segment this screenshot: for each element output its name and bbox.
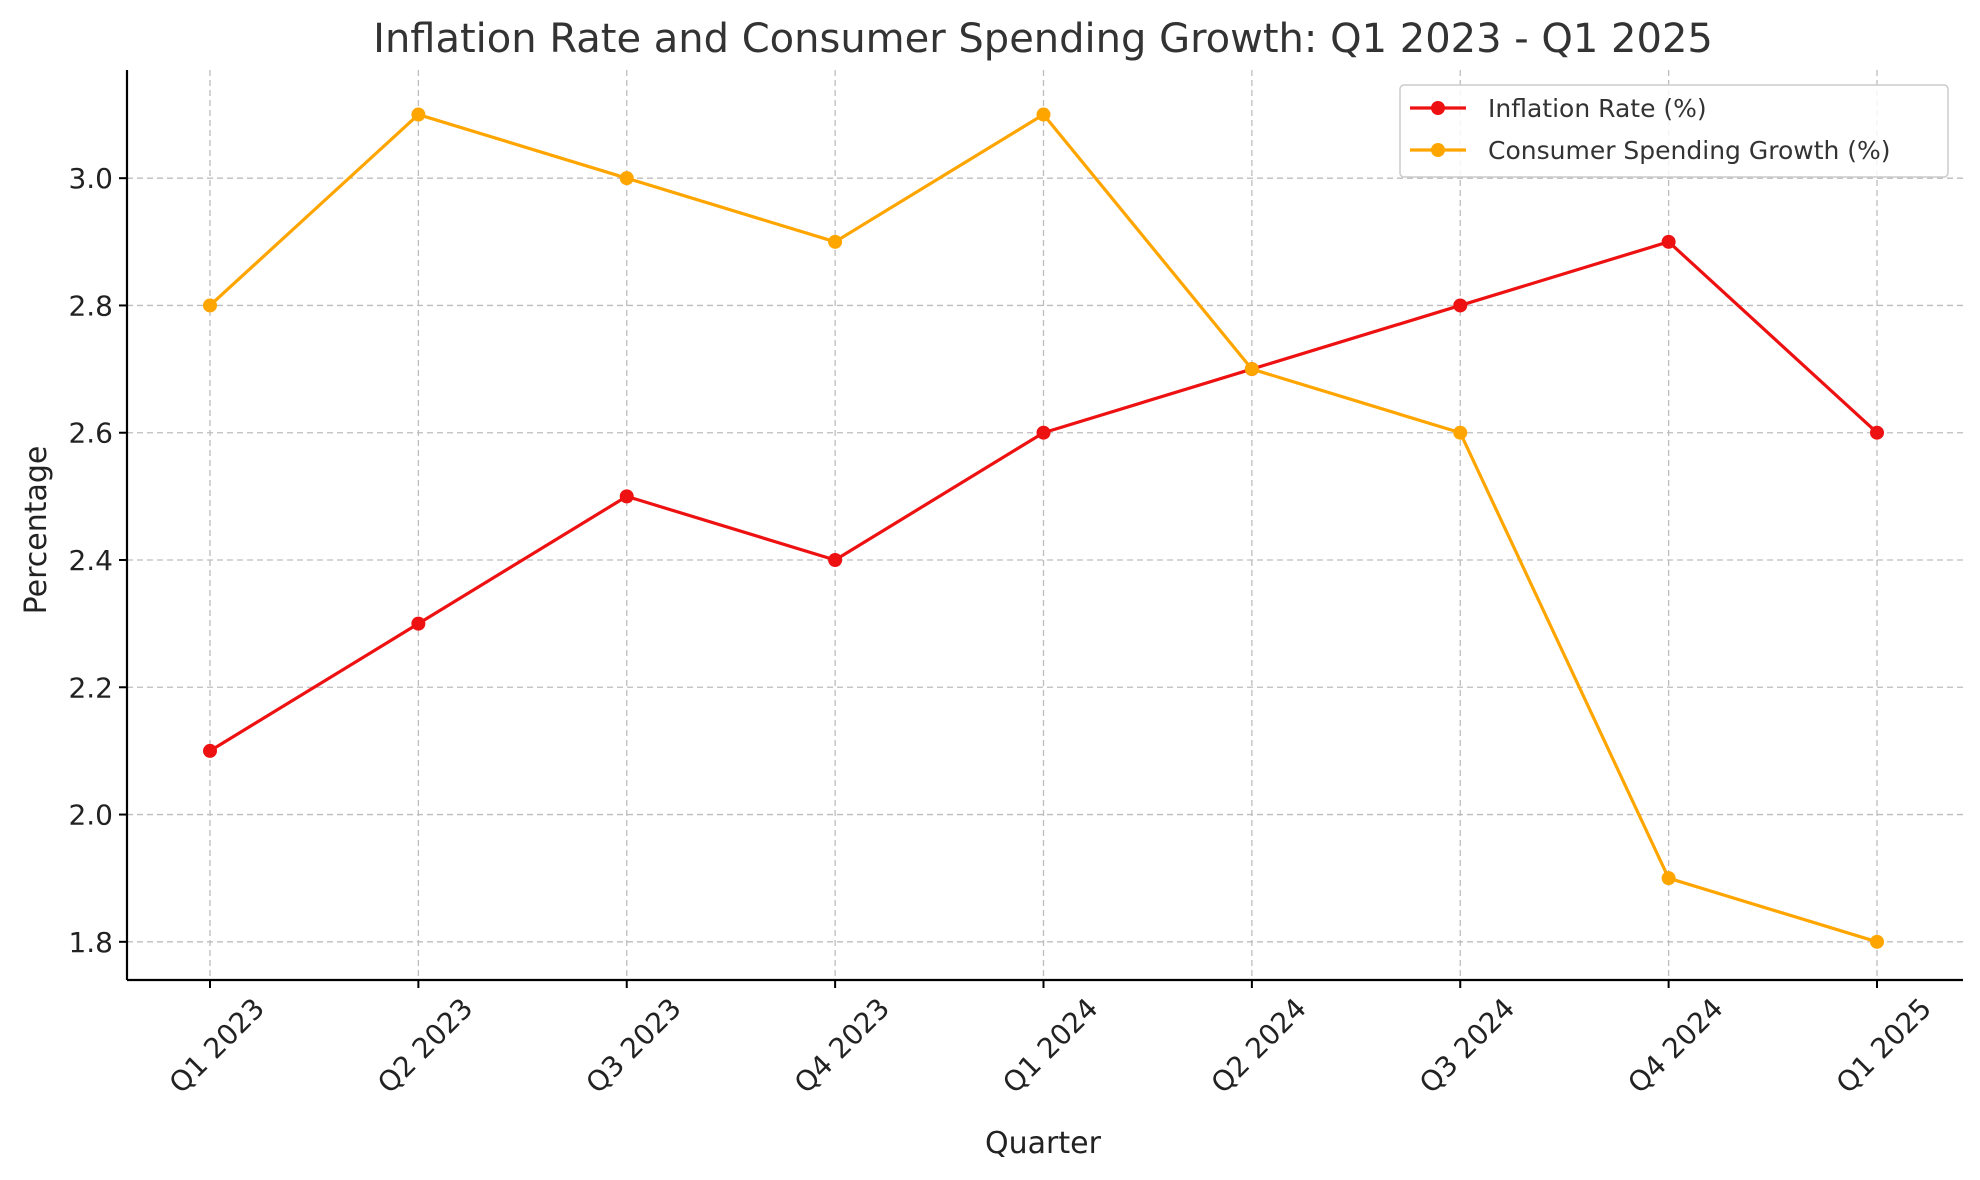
data-point bbox=[1244, 362, 1259, 377]
data-point bbox=[619, 489, 634, 504]
data-point bbox=[1870, 934, 1884, 949]
y-tick-label: 2.8 bbox=[68, 289, 113, 322]
data-point bbox=[1870, 425, 1884, 440]
y-tick-label: 1.8 bbox=[68, 926, 113, 959]
x-axis-label: Quarter bbox=[985, 1126, 1102, 1161]
data-point bbox=[1661, 871, 1676, 886]
data-point bbox=[203, 298, 217, 313]
x-tick-label: Q1 2025 bbox=[1830, 992, 1938, 1100]
legend-label: Inflation Rate (%) bbox=[1488, 94, 1707, 123]
y-tick-label: 2.2 bbox=[68, 671, 113, 704]
x-tick-label: Q2 2023 bbox=[371, 992, 479, 1100]
x-tick-label: Q3 2023 bbox=[580, 992, 688, 1100]
data-point bbox=[1036, 107, 1051, 122]
y-tick-label: 2.4 bbox=[68, 544, 113, 577]
y-tick-label: 2.0 bbox=[68, 799, 113, 832]
legend: Inflation Rate (%) Consumer Spending Grow… bbox=[1399, 84, 1949, 178]
x-tick-label: Q4 2023 bbox=[788, 992, 896, 1100]
x-tick-label: Q4 2024 bbox=[1621, 992, 1729, 1100]
legend-item: Consumer Spending Growth (%) bbox=[1410, 136, 1891, 165]
series-layer bbox=[203, 107, 1884, 949]
x-tick-label: Q1 2023 bbox=[163, 992, 271, 1100]
x-tick-label: Q1 2024 bbox=[996, 992, 1104, 1100]
series-2 bbox=[203, 107, 1884, 949]
data-point bbox=[828, 553, 843, 567]
data-point bbox=[411, 616, 426, 631]
y-tick-label: 3.0 bbox=[68, 162, 113, 195]
y-axis-label: Percentage bbox=[19, 446, 54, 615]
data-point bbox=[1453, 425, 1468, 440]
data-point bbox=[828, 234, 843, 249]
legend-label: Consumer Spending Growth (%) bbox=[1488, 136, 1891, 165]
axes: 1.8 2.0 2.2 2.4 2.6 2.8 3.0 Q1 2023 Q2 2023 Q3 20… bbox=[68, 70, 1963, 1100]
legend-box bbox=[1399, 84, 1949, 178]
data-point bbox=[411, 107, 426, 122]
data-point bbox=[1453, 298, 1468, 313]
data-point bbox=[1661, 234, 1676, 249]
series-line bbox=[208, 112, 1878, 944]
x-tick-label: Q2 2024 bbox=[1205, 992, 1313, 1100]
legend-item: Inflation Rate (%) bbox=[1410, 94, 1707, 123]
data-point bbox=[203, 743, 217, 758]
x-tick-label: Q3 2024 bbox=[1413, 992, 1521, 1100]
y-tick-label: 2.6 bbox=[68, 417, 113, 450]
data-point bbox=[1036, 425, 1051, 440]
chart-title: Inflation Rate and Consumer Spending Gro… bbox=[373, 16, 1713, 62]
legend-swatch-marker bbox=[1431, 143, 1445, 157]
grid bbox=[127, 70, 1963, 980]
data-point bbox=[619, 171, 634, 186]
legend-swatch-marker bbox=[1431, 101, 1445, 115]
